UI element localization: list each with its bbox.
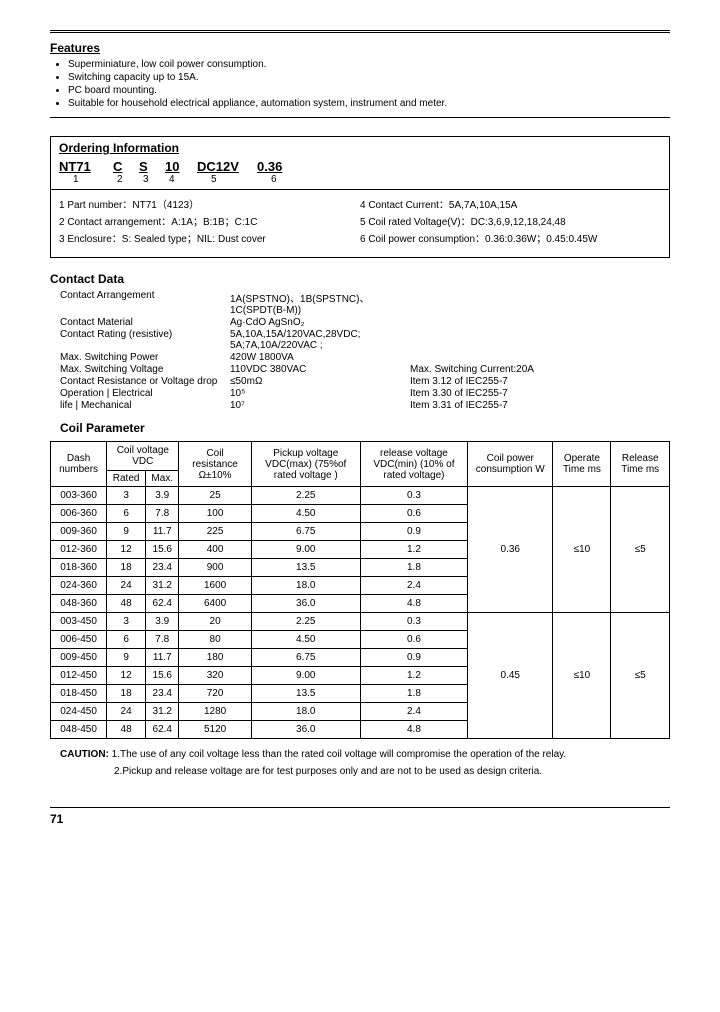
order-legend: 1 Part number：NT71（4123） 2 Contact arran… <box>51 190 669 257</box>
features-list: Superminiature, low coil power consumpti… <box>50 59 670 109</box>
coil-title: Coil Parameter <box>50 421 670 435</box>
coil-table: Dash numbers Coil voltage VDC Coil resis… <box>50 441 670 739</box>
features-title: Features <box>50 41 670 55</box>
contact-data-row: Contact Arrangement1A(SPSTNO)、1B(SPSTNC)… <box>60 290 670 316</box>
order-nums: 1 2 3 4 5 6 <box>51 174 669 189</box>
caution: CAUTION: 1.The use of any coil voltage l… <box>50 749 670 777</box>
coil-row: 003-45033.9202.250.30.45≤10≤5 <box>51 613 670 631</box>
feature-item: Suitable for household electrical applia… <box>68 98 670 109</box>
contact-data-row: Contact Rating (resistive)5A,10A,15A/120… <box>60 329 670 351</box>
order-code: NT71 C S 10 DC12V 0.36 <box>51 155 669 174</box>
feature-item: Switching capacity up to 15A. <box>68 72 670 83</box>
page-number: 71 <box>50 812 670 826</box>
ordering-title: Ordering Information <box>51 137 669 155</box>
contact-data-row: Max. Switching Power420W 1800VA <box>60 352 670 363</box>
contact-data: Contact Data Contact Arrangement1A(SPSTN… <box>50 272 670 411</box>
feature-item: Superminiature, low coil power consumpti… <box>68 59 670 70</box>
contact-data-row: Contact MaterialAg·CdO AgSnO₂ <box>60 317 670 328</box>
coil-row: 003-36033.9252.250.30.36≤10≤5 <box>51 487 670 505</box>
contact-data-row: Operation | Electrical10⁵Item 3.30 of IE… <box>60 388 670 399</box>
ordering-box: Ordering Information NT71 C S 10 DC12V 0… <box>50 136 670 258</box>
contact-data-row: life | Mechanical10⁷Item 3.31 of IEC255-… <box>60 400 670 411</box>
feature-item: PC board mounting. <box>68 85 670 96</box>
contact-data-row: Contact Resistance or Voltage drop≤50mΩI… <box>60 376 670 387</box>
contact-data-row: Max. Switching Voltage110VDC 380VACMax. … <box>60 364 670 375</box>
